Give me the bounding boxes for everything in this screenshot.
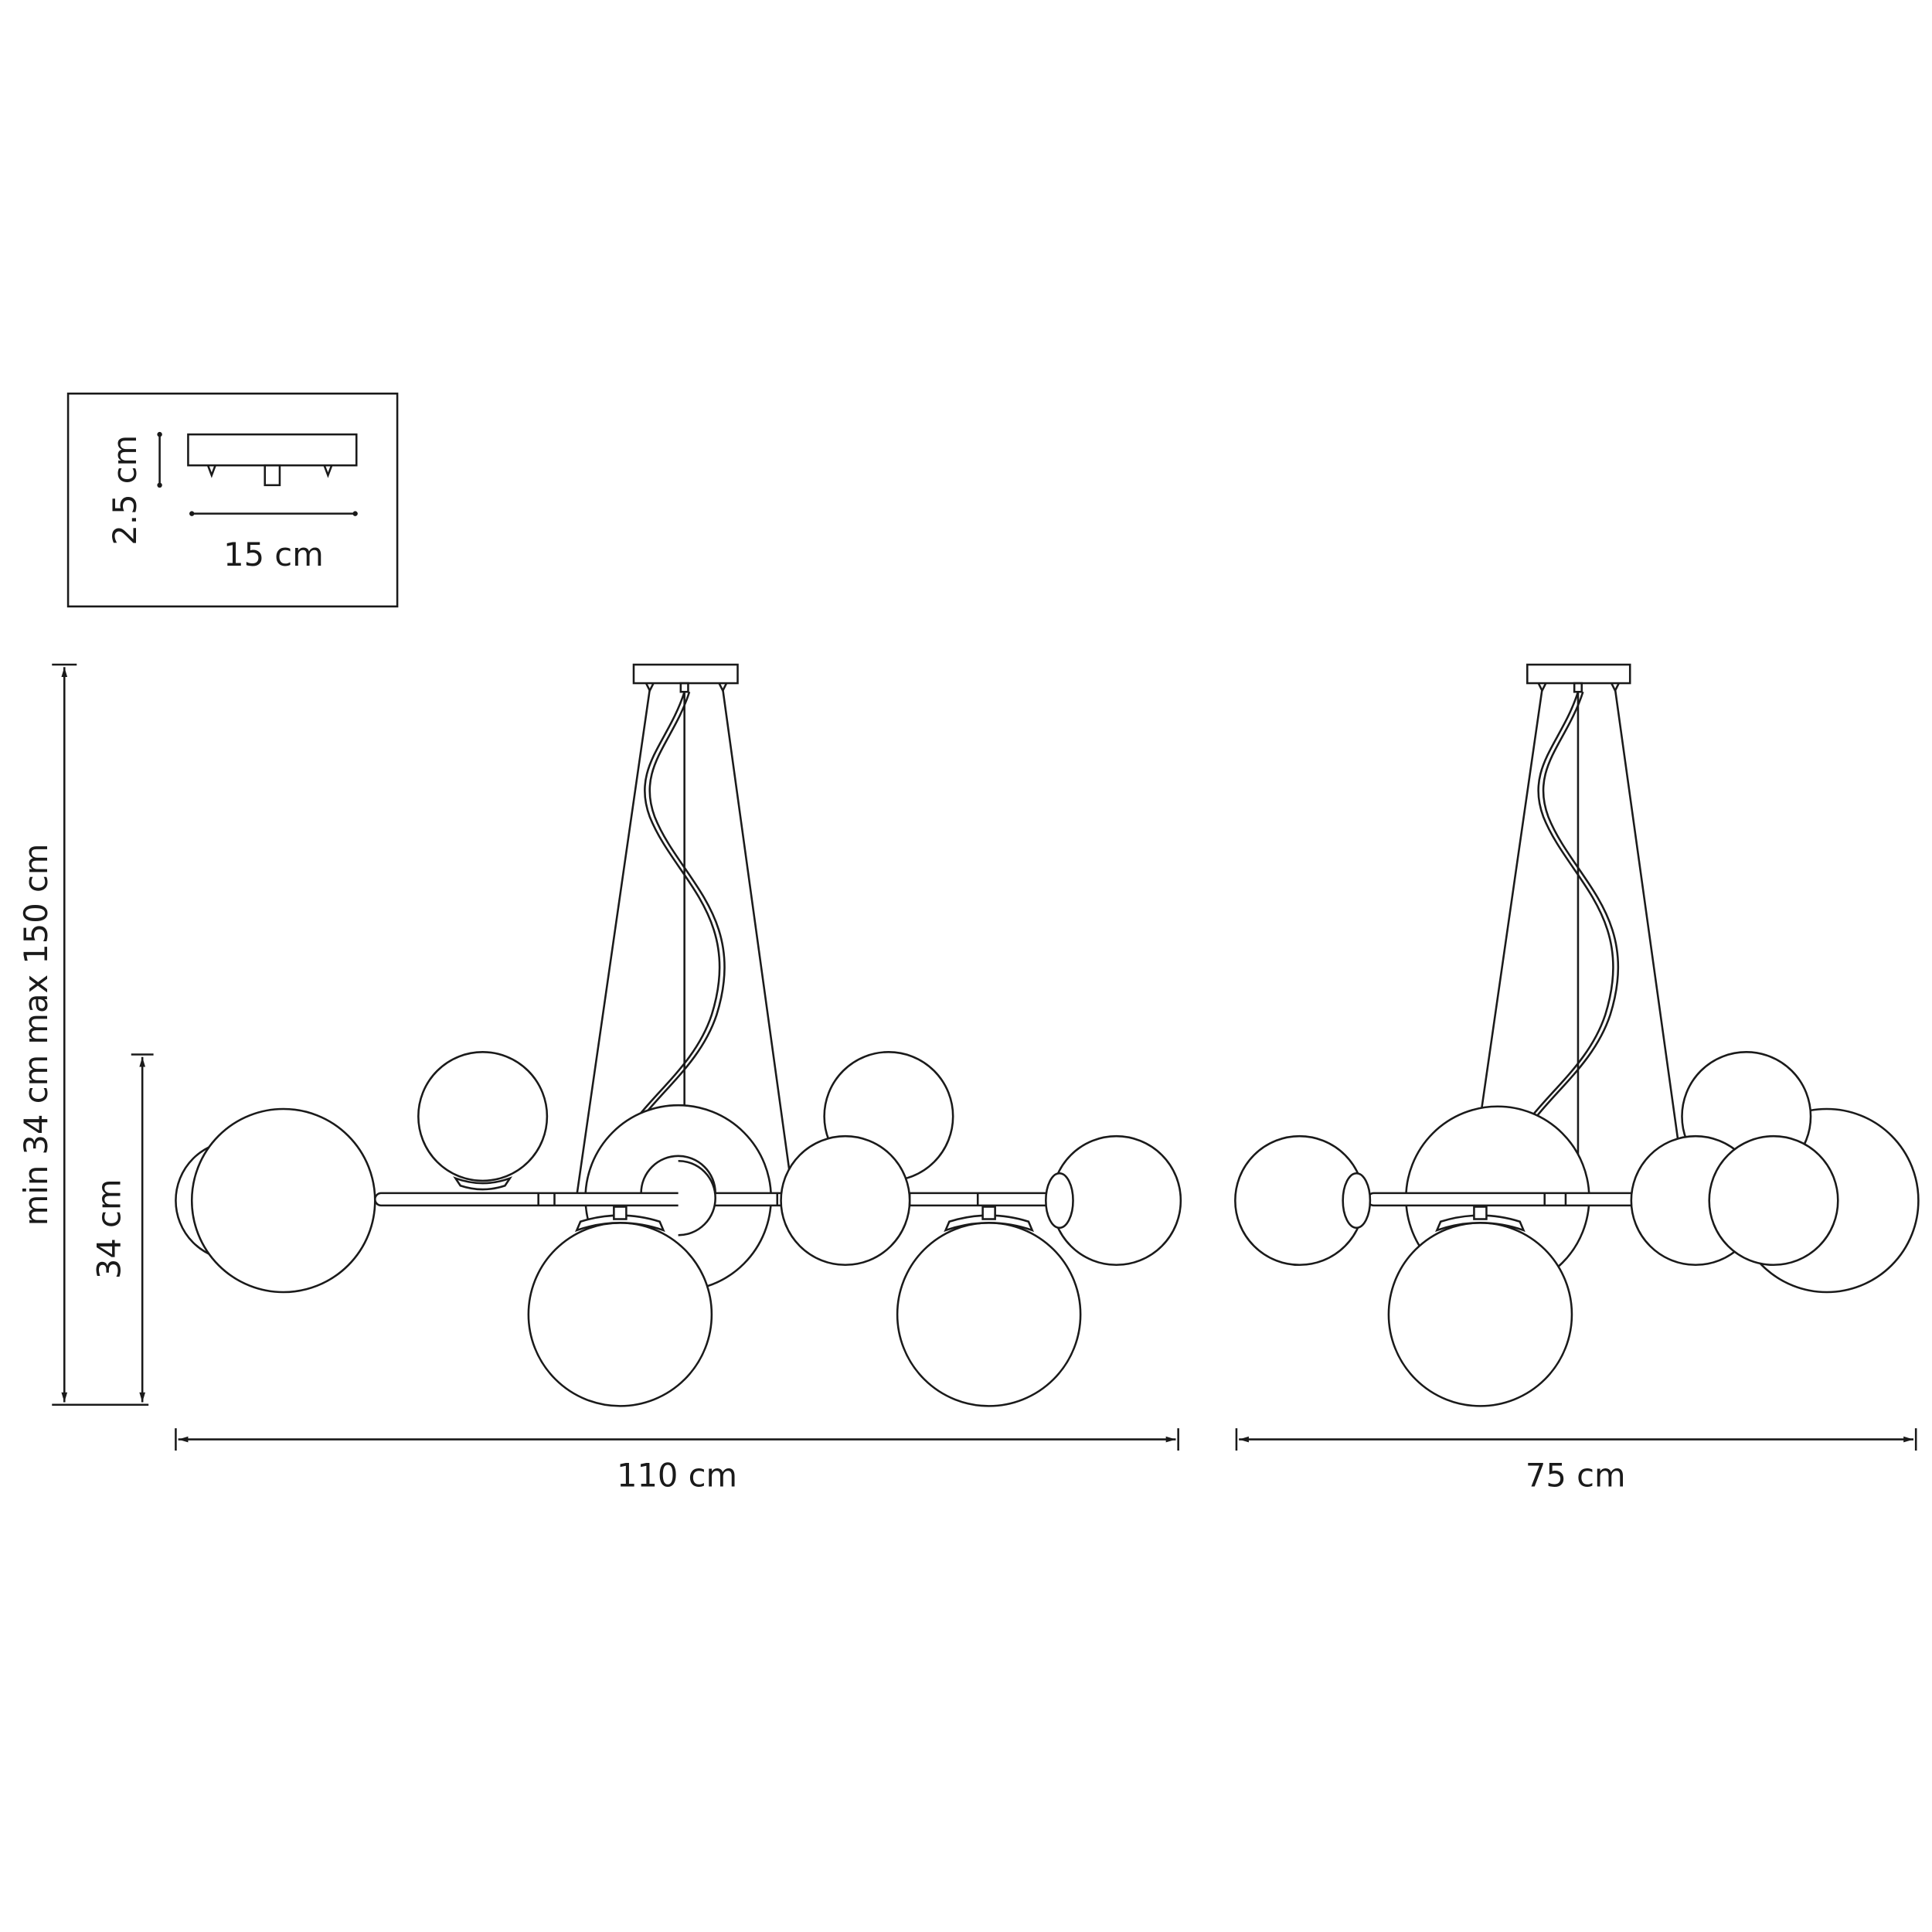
canopy-detail-inset: 2.5 cm 15 cm: [66, 393, 399, 608]
side-view: [1234, 663, 1920, 1407]
total-height-label: min 34 cm max 150 cm: [17, 844, 55, 1226]
front-view: [175, 663, 1182, 1407]
front-width-label: 110 cm: [617, 1456, 737, 1494]
canopy-width-label: 15 cm: [223, 536, 324, 573]
dimension-lines: min 34 cm max 150 cm 34 cm 110 cm 75 cm: [17, 663, 1917, 1494]
canopy-height-label: 2.5 cm: [106, 435, 144, 546]
side-width-label: 75 cm: [1526, 1456, 1626, 1494]
body-height-label: 34 cm: [90, 1179, 128, 1280]
